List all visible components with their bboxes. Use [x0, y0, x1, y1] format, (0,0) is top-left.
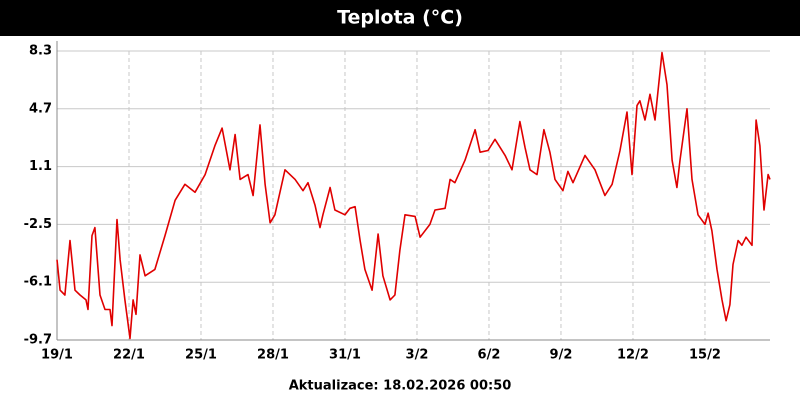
x-tick-label: 15/2: [689, 348, 721, 363]
x-tick-label: 19/1: [41, 348, 73, 363]
y-tick-label: 1.1: [29, 159, 52, 174]
x-tick-label: 9/2: [550, 348, 573, 363]
x-tick-label: 3/2: [406, 348, 429, 363]
temperature-line: [56, 51, 771, 340]
x-tick-label: 12/2: [617, 348, 649, 363]
y-tick-label: -6.1: [24, 275, 52, 290]
title-bar: [0, 0, 800, 36]
y-tick-label: 4.7: [29, 101, 52, 116]
footer: Aktualizace: 18.02.2026 00:50: [289, 379, 512, 394]
x-tick-label: 28/1: [257, 348, 289, 363]
x-tick-label: 22/1: [113, 348, 145, 363]
y-tick-label: -9.7: [24, 333, 52, 348]
y-tick-label: -2.5: [24, 217, 52, 232]
x-tick-label: 25/1: [185, 348, 217, 363]
y-tick-label: 8.3: [29, 44, 52, 59]
chart-title: Teplota (°C): [337, 7, 463, 29]
x-tick-label: 31/1: [329, 348, 361, 363]
x-tick-label: 6/2: [478, 348, 501, 363]
